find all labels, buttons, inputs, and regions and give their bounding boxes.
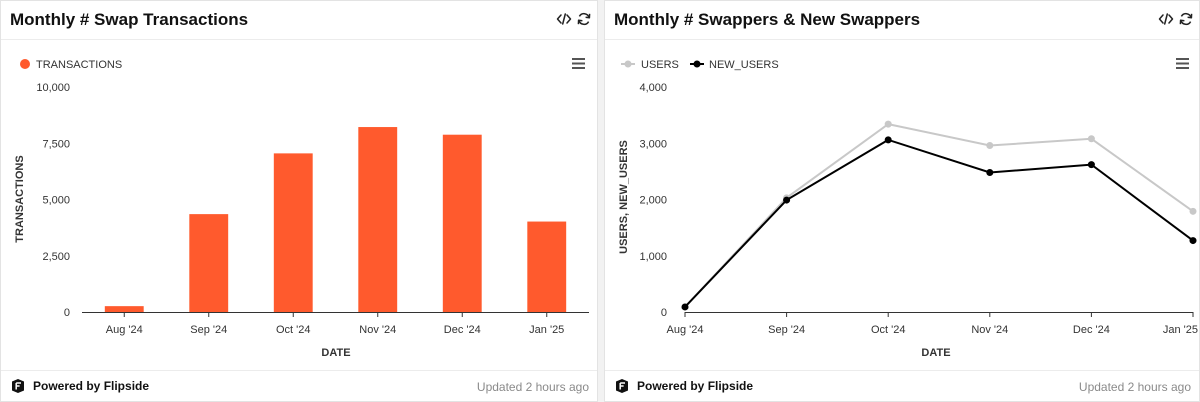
panel-title: Monthly # Swappers & New Swappers [614, 10, 921, 29]
legend-marker-new-users [693, 60, 701, 68]
x-tick-label: Sep '24 [190, 324, 227, 336]
swappers-line-chart: USERS NEW_USERS 0 1,000 2,000 3,000 4,000 Aug… [618, 58, 1198, 359]
x-tick-label: Jan '25 [529, 324, 564, 336]
point-new_users [1087, 161, 1095, 169]
legend-label-new-users[interactable]: NEW_USERS [709, 59, 779, 71]
updated-timestamp: Updated 2 hours ago [476, 380, 589, 394]
series-line-new_users [684, 138, 1194, 308]
bar [442, 134, 482, 312]
point-users [986, 142, 994, 149]
x-tick-label: Aug '24 [667, 324, 704, 336]
x-tick-label: Nov '24 [971, 324, 1008, 336]
code-icon[interactable] [556, 11, 572, 27]
powered-by[interactable]: Powered by Flipside [614, 378, 753, 394]
x-axis-title: DATE [321, 347, 350, 359]
x-tick-label: Jan '25 [1163, 324, 1198, 336]
panel-header: Monthly # Swappers & New Swappers [605, 1, 1199, 40]
point-new_users [884, 136, 892, 144]
point-new_users [986, 169, 994, 176]
updated-timestamp: Updated 2 hours ago [1078, 380, 1191, 394]
swappers-panel: Monthly # Swappers & New Swappers USERS … [604, 0, 1200, 402]
y-tick-label: 10,000 [36, 82, 70, 94]
x-axis-title: DATE [921, 347, 950, 359]
panel-title: Monthly # Swap Transactions [10, 10, 249, 29]
y-axis-title: USERS, NEW_USERS [618, 140, 630, 254]
x-tick-label: Nov '24 [359, 324, 396, 336]
refresh-icon[interactable] [576, 11, 592, 27]
bar [358, 127, 398, 312]
x-tick-label: Oct '24 [276, 324, 311, 336]
point-new_users [681, 303, 689, 311]
flipside-logo-icon [616, 379, 628, 393]
code-icon[interactable] [1158, 11, 1174, 27]
bar [273, 153, 313, 312]
y-tick-label: 5,000 [42, 195, 70, 207]
panel-header: Monthly # Swap Transactions [1, 1, 597, 40]
y-tick-label: 3,000 [639, 138, 667, 150]
point-users [884, 120, 892, 128]
point-new_users [783, 196, 791, 204]
x-tick-label: Sep '24 [768, 324, 805, 336]
flipside-logo-icon [12, 379, 24, 393]
y-tick-label: 2,000 [639, 195, 667, 207]
y-tick-label: 4,000 [639, 82, 667, 94]
point-users [1087, 135, 1095, 143]
legend-swatch-transactions [20, 59, 30, 69]
bar [527, 221, 567, 312]
y-axis-title: TRANSACTIONS [14, 155, 26, 242]
powered-by[interactable]: Powered by Flipside [10, 378, 149, 394]
panel-footer: Powered by Flipside Updated 2 hours ago [605, 370, 1199, 401]
x-tick-label: Dec '24 [1073, 324, 1110, 336]
powered-by-label: Powered by Flipside [33, 379, 150, 393]
powered-by-label: Powered by Flipside [637, 379, 754, 393]
swap-transactions-panel: Monthly # Swap Transactions TRANSACTIONS… [0, 0, 598, 402]
series-line-users [684, 123, 1194, 308]
legend-label-transactions[interactable]: TRANSACTIONS [36, 59, 122, 71]
chart-menu-icon[interactable] [1176, 58, 1189, 69]
point-new_users [1189, 237, 1197, 245]
panel-footer: Powered by Flipside Updated 2 hours ago [1, 370, 597, 401]
point-users [1189, 207, 1197, 215]
y-tick-label: 2,500 [42, 251, 70, 263]
x-tick-label: Oct '24 [871, 324, 906, 336]
refresh-icon[interactable] [1178, 11, 1194, 27]
y-tick-label: 0 [64, 307, 70, 319]
bar [104, 306, 144, 312]
legend-label-users[interactable]: USERS [641, 59, 679, 71]
chart-menu-icon[interactable] [572, 58, 585, 69]
legend-marker-users [624, 60, 632, 68]
y-tick-label: 0 [661, 307, 667, 319]
x-tick-label: Aug '24 [106, 324, 143, 336]
transactions-bar-chart: TRANSACTIONS 0 2,500 5,000 7,500 10,000 Aug '… [14, 58, 589, 359]
x-tick-label: Dec '24 [444, 324, 481, 336]
y-tick-label: 1,000 [639, 251, 667, 263]
bar [189, 214, 229, 312]
y-tick-label: 7,500 [42, 138, 70, 150]
